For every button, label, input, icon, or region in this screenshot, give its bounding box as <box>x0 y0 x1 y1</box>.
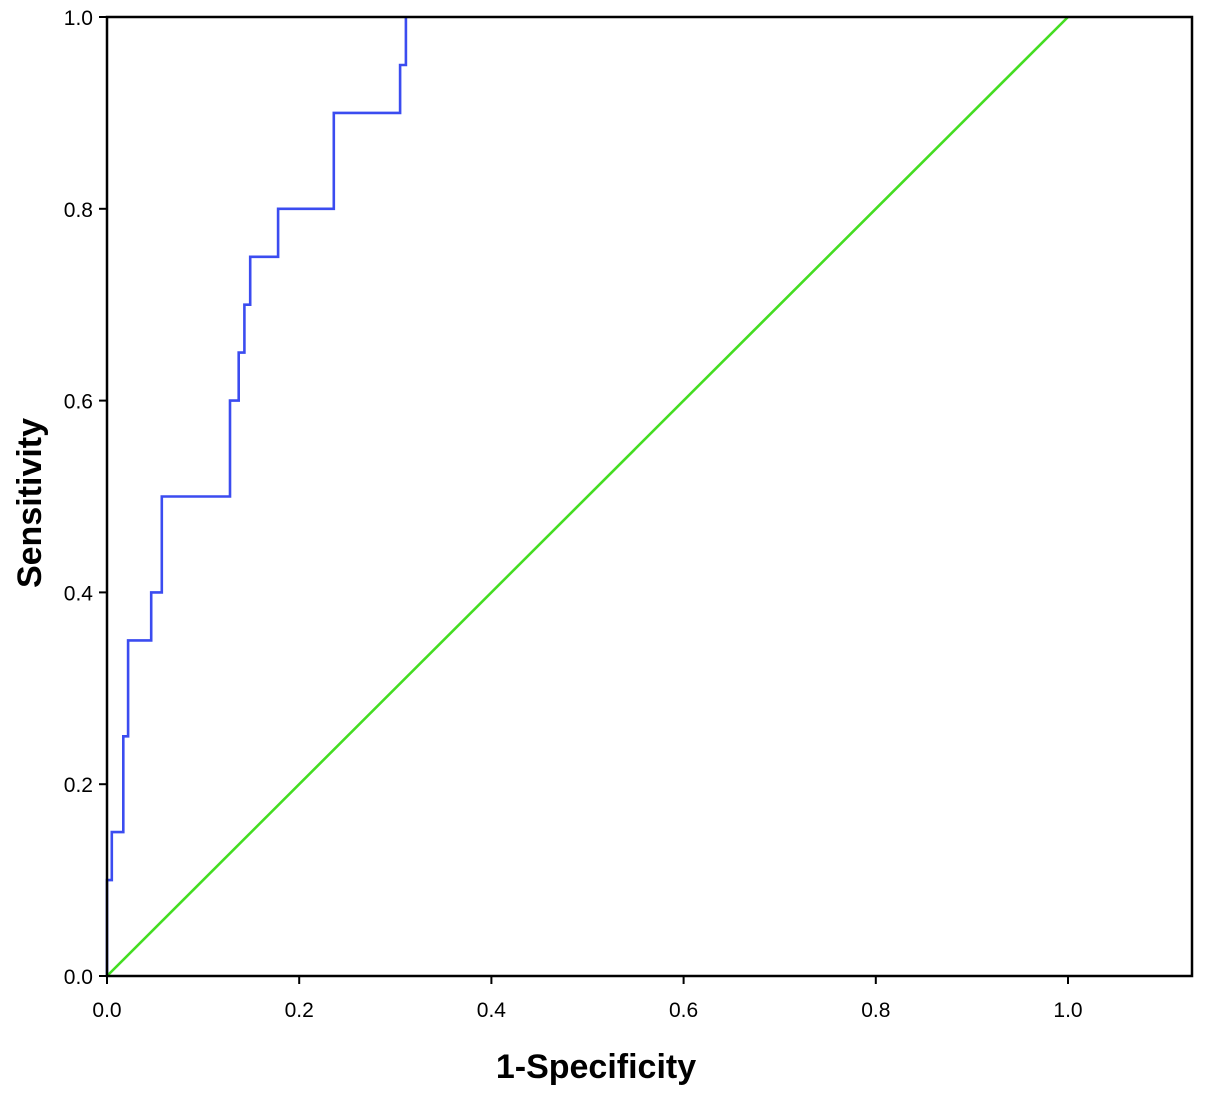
tick-layer: 0.0 0.2 0.4 0.6 0.8 1.0 0.0 0.2 0.4 0.6 0.8 1.0 <box>64 7 1083 1022</box>
y-axis-title: Sensitivity <box>11 418 49 588</box>
x-tick-label: 0.8 <box>861 999 890 1022</box>
x-tick-label: 0.4 <box>477 999 507 1022</box>
plot-area-frame <box>105 15 1194 978</box>
x-tick-label: 1.0 <box>1053 999 1082 1022</box>
x-axis-title: 1-Specificity <box>496 1048 696 1086</box>
x-tick-label: 0.2 <box>285 999 314 1022</box>
reference-diagonal-line <box>106 16 1069 977</box>
y-tick-label: 0.4 <box>64 582 94 605</box>
y-tick-label: 0.0 <box>64 966 93 989</box>
y-tick-label: 0.8 <box>64 199 93 222</box>
x-tick-label: 0.6 <box>669 999 698 1022</box>
roc-curve-line <box>105 17 408 976</box>
series-layer <box>105 16 1069 977</box>
y-tick-label: 1.0 <box>64 7 93 30</box>
x-tick-label: 0.0 <box>92 999 121 1022</box>
y-tick-label: 0.6 <box>64 391 93 414</box>
y-tick-label: 0.2 <box>64 774 93 797</box>
